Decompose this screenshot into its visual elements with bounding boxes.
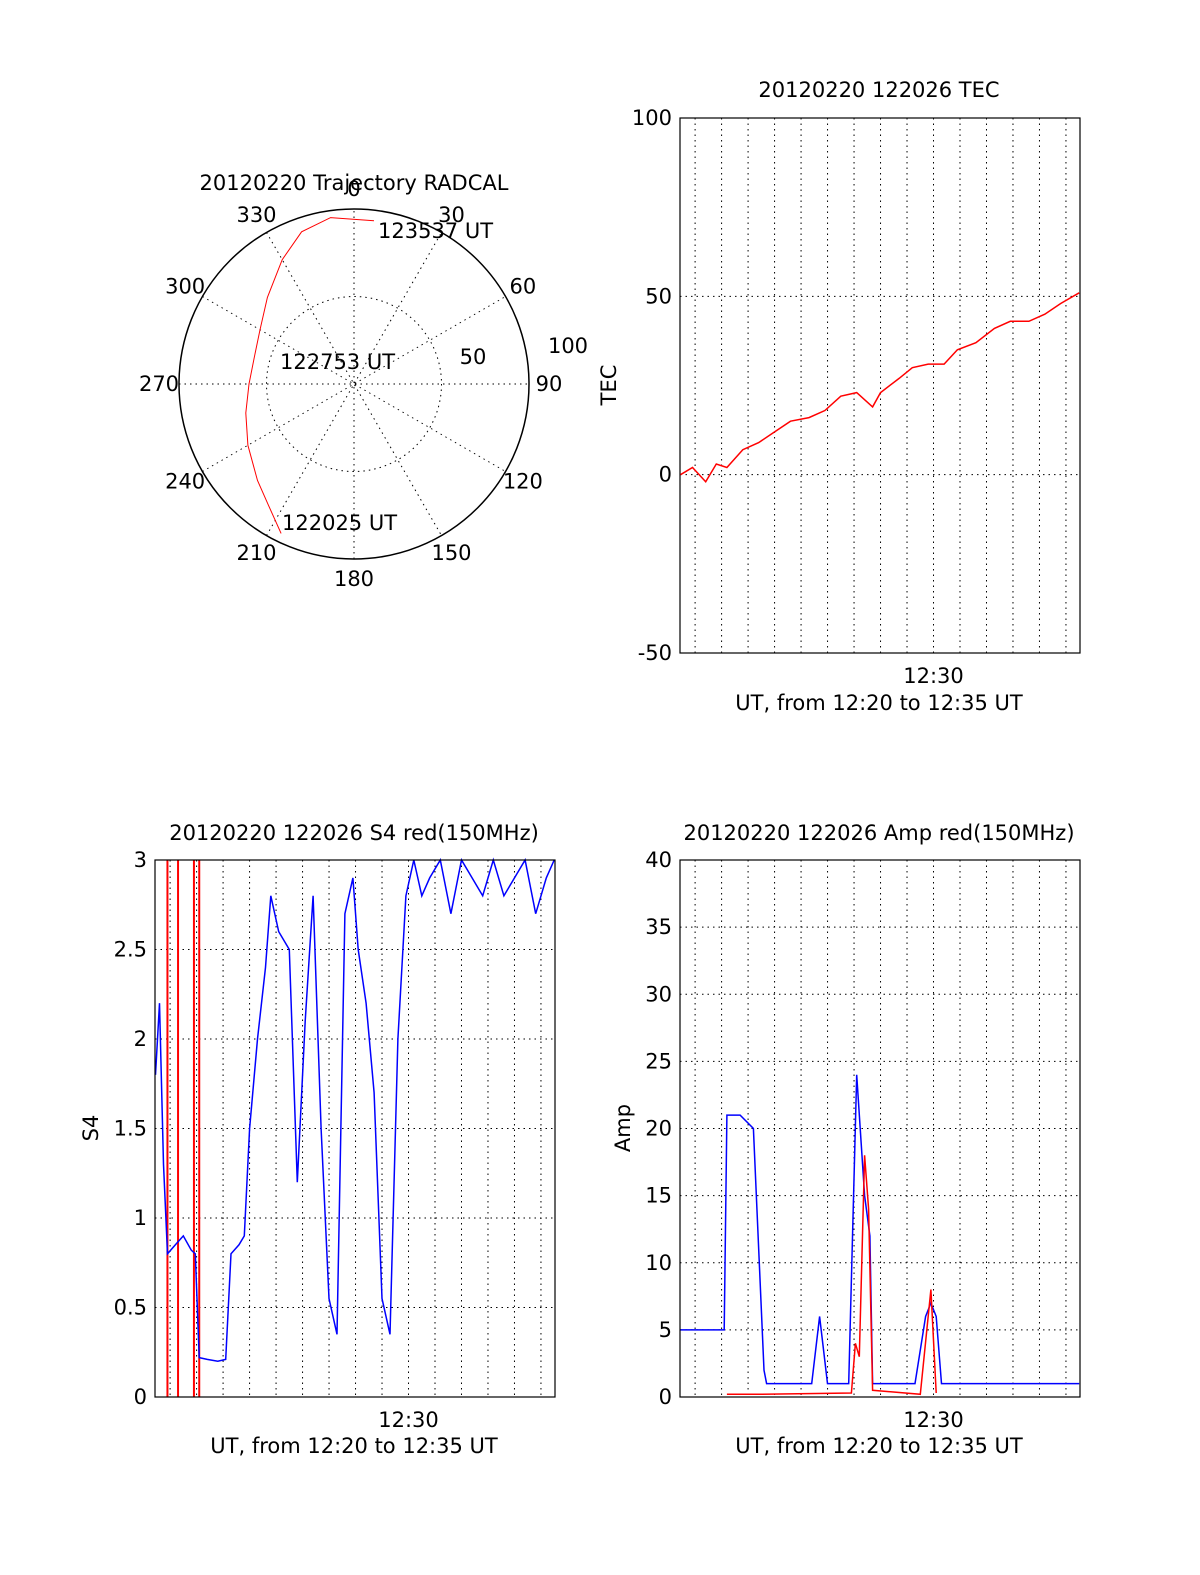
tec-ylabel: TEC (597, 365, 621, 407)
polar-radial-tick: 100 (548, 334, 588, 358)
y-tick-label: 0 (659, 1385, 672, 1409)
y-tick-label: 1.5 (114, 1117, 147, 1141)
y-tick-label: 3 (134, 848, 147, 872)
y-tick-label: 2.5 (114, 938, 147, 962)
polar-angle-tick: 180 (334, 567, 374, 591)
y-tick-label: 0 (659, 463, 672, 487)
polar-outer-ring (178, 208, 530, 560)
y-tick-label: 50 (645, 284, 672, 308)
x-tick-label: 12:30 (903, 1408, 964, 1432)
tec-grid (680, 118, 1080, 653)
amp-grid (680, 860, 1080, 1397)
trajectory-line (245, 217, 375, 534)
y-tick-label: 100 (632, 106, 672, 130)
s4-ylabel: S4 (79, 1115, 103, 1142)
y-tick-label: 0.5 (114, 1296, 147, 1320)
x-tick-label: 12:30 (378, 1408, 439, 1432)
polar-angle-tick: 60 (510, 275, 537, 299)
polar-grid-spoke (202, 296, 506, 472)
s4-grid (155, 860, 555, 1397)
y-tick-label: 15 (645, 1184, 672, 1208)
s4-panel: 20120220 122026 S4 red(150MHz) 3 2.5 2 1.5 1… (79, 821, 556, 1458)
polar-angle-tick: 210 (236, 541, 276, 565)
trajectory-center-label: 122753 UT (280, 350, 395, 374)
trajectory-end-label: 123537 UT (378, 219, 493, 243)
trajectory-start-label: 122025 UT (282, 511, 397, 535)
polar-angle-tick: 120 (503, 470, 543, 494)
polar-title: 20120220 Trajectory RADCAL (200, 171, 509, 195)
amp-y-ticks: 40 35 30 25 20 15 10 5 0 (645, 848, 672, 1409)
polar-angle-ticks: 0 30 60 90 120 150 180 210 240 270 300 330 (139, 177, 562, 591)
polar-radial-tick: 50 (460, 345, 487, 369)
polar-angle-tick: 330 (236, 203, 276, 227)
series-line (154, 857, 555, 1362)
s4-xlabel: UT, from 12:20 to 12:35 UT (210, 1434, 498, 1458)
amp-x-ticks: 12:30 (903, 1408, 964, 1432)
y-tick-label: 10 (645, 1251, 672, 1275)
polar-grid-circle (266, 296, 442, 472)
series-line (680, 292, 1080, 484)
polar-grid-spoke (266, 232, 442, 536)
amp-xlabel: UT, from 12:20 to 12:35 UT (735, 1434, 1023, 1458)
tec-plot-frame (679, 117, 1081, 654)
polar-angle-tick: 270 (139, 372, 179, 396)
polar-angle-tick: 0 (347, 177, 360, 201)
y-tick-label: 40 (645, 848, 672, 872)
tec-title: 20120220 122026 TEC (758, 78, 999, 102)
polar-angle-tick: 90 (536, 372, 563, 396)
y-tick-label: 25 (645, 1049, 672, 1073)
polar-trajectory-panel: 20120220 Trajectory RADCAL 0 30 60 90 120 150… (139, 171, 588, 591)
y-tick-label: 5 (659, 1318, 672, 1342)
y-tick-label: 2 (134, 1027, 147, 1051)
y-tick-label: -50 (638, 641, 672, 665)
polar-angle-tick: 240 (165, 470, 205, 494)
s4-plot-frame (154, 859, 556, 1398)
s4-title: 20120220 122026 S4 red(150MHz) (169, 821, 539, 845)
polar-grid-spoke (266, 232, 442, 536)
tec-series (680, 292, 1080, 484)
x-tick-label: 12:30 (903, 664, 964, 688)
tec-y-ticks: 100 50 0 -50 (632, 106, 672, 665)
polar-grid (179, 209, 529, 559)
y-tick-label: 35 (645, 915, 672, 939)
y-tick-label: 0 (134, 1385, 147, 1409)
y-tick-label: 20 (645, 1117, 672, 1141)
polar-angle-tick: 150 (431, 541, 471, 565)
s4-x-ticks: 12:30 (378, 1408, 439, 1432)
polar-angle-tick: 30 (438, 203, 465, 227)
y-tick-label: 30 (645, 982, 672, 1006)
amp-title: 20120220 122026 Amp red(150MHz) (683, 821, 1074, 845)
s4-y-ticks: 3 2.5 2 1.5 1 0.5 0 (114, 848, 147, 1409)
y-tick-label: 1 (134, 1206, 147, 1230)
amp-ylabel: Amp (611, 1104, 635, 1152)
polar-radial-ticks: 100 50 (460, 334, 588, 369)
amp-plot-frame (679, 859, 1081, 1398)
tec-x-ticks: 12:30 (903, 664, 964, 688)
polar-angle-tick: 300 (165, 275, 205, 299)
polar-grid-spoke (202, 296, 506, 472)
amp-panel: 20120220 122026 Amp red(150MHz) 40 35 30 25… (611, 821, 1081, 1458)
series-line (680, 1074, 1080, 1385)
tec-xlabel: UT, from 12:20 to 12:35 UT (735, 691, 1023, 715)
amp-series (680, 1074, 1080, 1396)
s4-series (154, 857, 555, 1397)
series-line (726, 1155, 937, 1396)
